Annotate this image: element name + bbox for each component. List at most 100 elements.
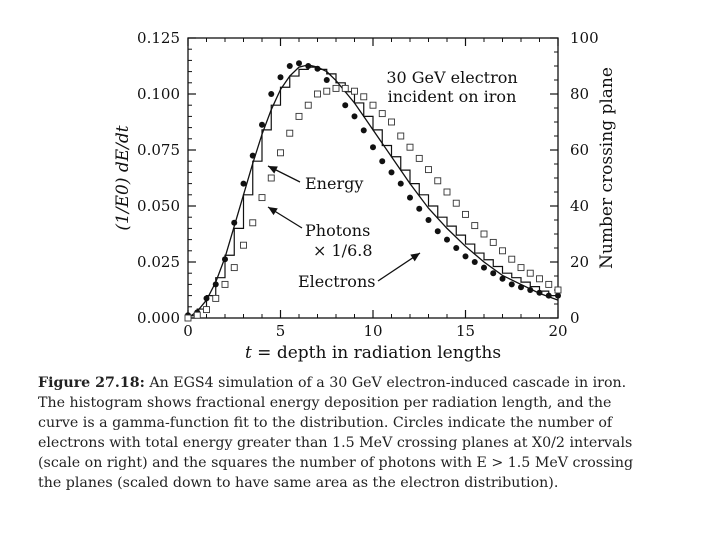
electron-point	[379, 158, 386, 165]
electron-point	[212, 281, 219, 288]
electron-point	[305, 63, 312, 69]
photon-point	[489, 238, 497, 246]
x-tick-label: 20	[548, 322, 567, 340]
electron-point	[527, 287, 534, 293]
y2-tick-label: 40	[570, 197, 589, 215]
y-tick-label: 0.125	[137, 29, 180, 47]
photon-point	[554, 286, 562, 294]
photons-arrow-head	[268, 207, 278, 216]
photon-point	[536, 275, 543, 283]
photon-point	[471, 222, 479, 230]
figure-caption: Figure 27.18: An EGS4 simulation of a 30…	[38, 373, 678, 493]
electron-point	[453, 245, 460, 251]
photon-point	[517, 264, 525, 272]
electron-point	[360, 127, 367, 134]
electron-point	[240, 180, 247, 187]
photon-point	[212, 294, 220, 302]
y-tick-label: 0.050	[137, 197, 180, 215]
photon-point	[277, 149, 284, 157]
y2-tick-label: 20	[570, 253, 589, 271]
electron-point	[203, 295, 210, 302]
photon-point	[249, 219, 257, 227]
caption-line-1: Figure 27.18: An EGS4 simulation of a 30…	[38, 373, 678, 393]
caption-figure-label: Figure 27.18:	[38, 375, 145, 391]
photon-point	[480, 230, 488, 238]
photon-point	[397, 132, 405, 140]
photon-point	[221, 280, 229, 288]
caption-text-1: An EGS4 simulation of a 30 GeV electron-…	[149, 375, 627, 391]
electron-point	[296, 60, 302, 67]
electron-point	[231, 219, 238, 226]
electron-point	[314, 65, 321, 72]
photon-point	[304, 101, 312, 109]
annotation-line-2: incident on iron	[388, 87, 517, 106]
y-axis-label: (1/E0) dE/dt	[113, 125, 133, 230]
electron-point	[222, 256, 228, 263]
photon-point	[443, 188, 451, 196]
electron-point	[370, 144, 376, 151]
photon-point	[462, 210, 469, 218]
photon-point	[388, 118, 395, 126]
x-tick-label: 15	[456, 322, 475, 340]
photon-point	[323, 87, 331, 95]
photon-point	[434, 177, 442, 185]
electron-point	[471, 259, 478, 265]
electron-point	[249, 152, 256, 159]
caption-line-6: the planes (scaled down to have same are…	[38, 475, 559, 491]
photon-point	[314, 90, 321, 98]
electron-point	[277, 74, 284, 81]
electron-point	[518, 284, 524, 291]
photon-point	[258, 194, 266, 202]
electron-point	[416, 205, 423, 212]
electron-point	[259, 121, 265, 128]
electron-point	[508, 281, 515, 288]
x-tick-label: 5	[276, 322, 286, 340]
photon-point	[295, 112, 303, 120]
photon-point	[351, 87, 358, 95]
electron-point	[407, 194, 413, 201]
photon-point	[499, 247, 506, 255]
gamma-fit-curve	[187, 64, 559, 319]
y2-tick-label: 80	[570, 85, 589, 103]
electron-point	[555, 292, 561, 299]
photon-point	[545, 280, 553, 288]
electron-point	[286, 63, 293, 69]
electron-point	[351, 113, 358, 120]
photon-point	[332, 84, 340, 92]
electron-point	[462, 253, 469, 260]
electrons-label: Electrons	[298, 272, 375, 291]
x-tick-label: 10	[363, 322, 382, 340]
electron-point	[490, 270, 497, 277]
caption-line-5: (scale on right) and the squares the num…	[38, 455, 634, 471]
electron-point	[481, 264, 487, 271]
photon-point	[425, 166, 432, 174]
photons-scale-label: × 1/6.8	[313, 241, 373, 260]
photon-point	[230, 264, 238, 272]
photon-point	[508, 255, 516, 263]
y2-axis-label: Number crossing plane	[597, 67, 617, 269]
electrons-arrow-head	[410, 253, 420, 262]
y-tick-label: 0.075	[137, 141, 180, 159]
annotation-line-1: 30 GeV electron	[386, 68, 517, 87]
photon-point	[526, 269, 534, 277]
photon-point	[415, 154, 423, 162]
electron-point	[268, 91, 275, 97]
electron-point	[499, 275, 506, 282]
x-axis-label: t = depth in radiation lengths	[245, 343, 501, 363]
photon-point	[267, 174, 275, 182]
photons-label: Photons	[305, 221, 370, 240]
electron-point	[434, 228, 441, 235]
electron-point	[425, 217, 432, 223]
y2-tick-label: 60	[570, 141, 589, 159]
y-tick-label: 0.000	[137, 309, 180, 327]
caption-line-3: curve is a gamma-function fit to the dis…	[38, 415, 613, 431]
x-tick-label: 0	[183, 322, 193, 340]
caption-line-2: The histogram shows fractional energy de…	[38, 395, 612, 411]
electron-point	[388, 169, 395, 176]
photon-point	[341, 84, 349, 92]
energy-histogram	[187, 66, 558, 318]
caption-line-4: electrons with total energy greater than…	[38, 435, 633, 451]
y2-tick-label: 100	[570, 29, 599, 47]
energy-label: Energy	[305, 174, 363, 193]
photon-point	[369, 101, 377, 109]
